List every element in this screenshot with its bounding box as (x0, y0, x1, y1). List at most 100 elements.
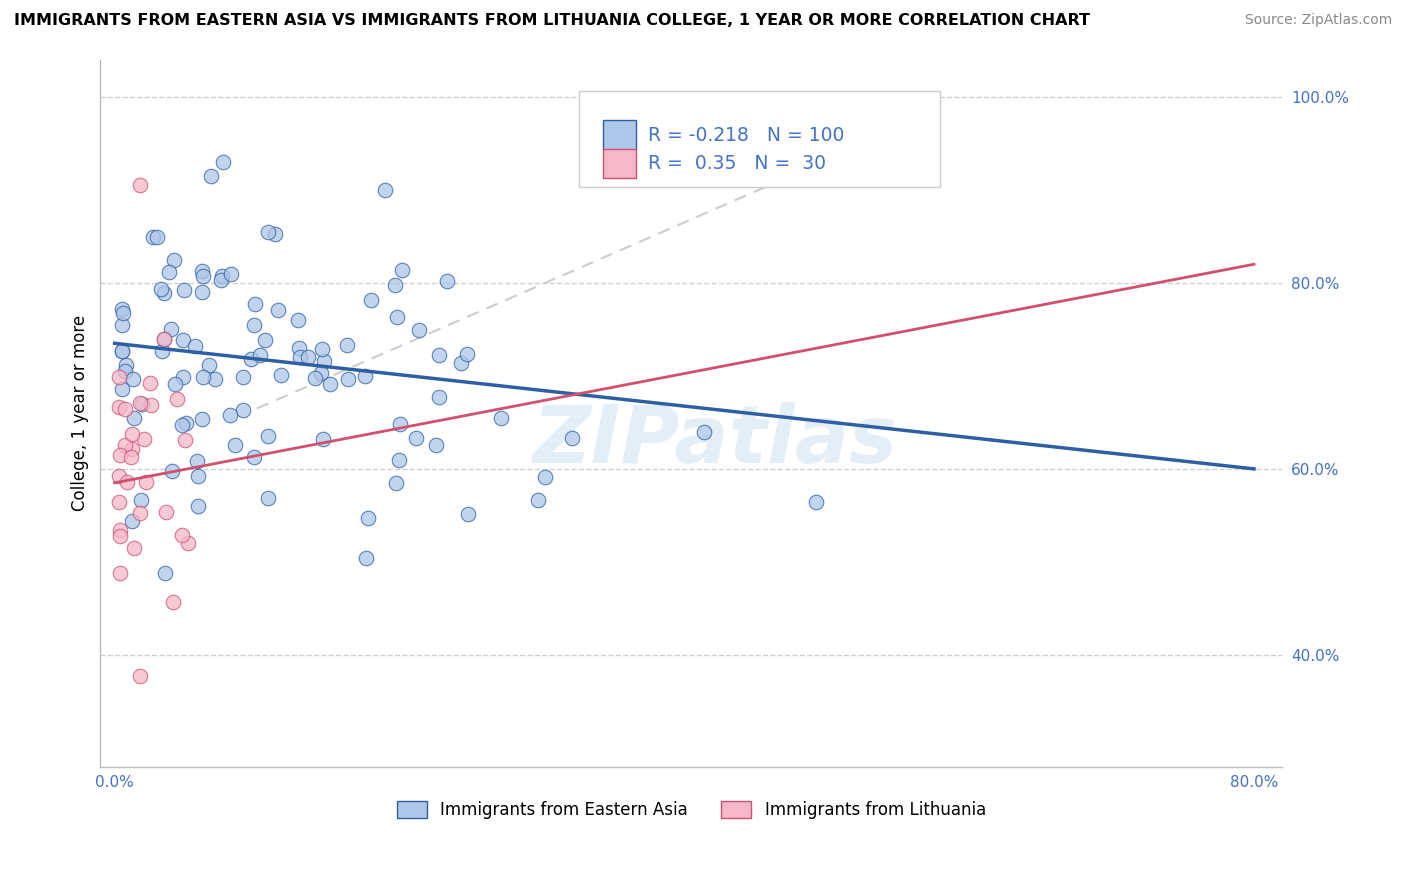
Point (319, 376, 342, 391)
Text: R =  0.35   N =  30: R = 0.35 N = 30 (648, 154, 825, 173)
Point (804, 494, 827, 508)
Point (170, 418, 193, 433)
Point (491, 411, 513, 425)
Point (264, 227, 287, 241)
Point (128, 396, 150, 410)
Point (122, 410, 145, 425)
Point (224, 438, 246, 452)
Point (121, 426, 143, 441)
Point (177, 536, 200, 550)
Point (311, 342, 333, 356)
Point (111, 306, 134, 320)
Point (232, 403, 254, 417)
Point (526, 493, 548, 508)
Point (129, 668, 152, 682)
Point (162, 595, 184, 609)
Point (288, 341, 311, 355)
Point (114, 364, 136, 378)
Point (408, 323, 430, 337)
Point (309, 366, 332, 380)
Bar (603, 149, 636, 178)
Point (150, 282, 173, 296)
Point (111, 382, 134, 396)
Point (187, 468, 209, 483)
Point (131, 397, 153, 411)
Text: IMMIGRANTS FROM EASTERN ASIA VS IMMIGRANTS FROM LITHUANIA COLLEGE, 1 YEAR OR MOR: IMMIGRANTS FROM EASTERN ASIA VS IMMIGRAN… (14, 13, 1090, 29)
Text: Source: ZipAtlas.com: Source: ZipAtlas.com (1244, 13, 1392, 28)
Point (257, 429, 280, 443)
Point (219, 267, 242, 281)
Point (114, 358, 136, 372)
Point (121, 514, 143, 528)
Point (249, 348, 271, 362)
Point (110, 566, 132, 580)
Point (391, 263, 413, 277)
Point (191, 264, 214, 278)
Point (153, 332, 176, 346)
Point (256, 225, 278, 239)
Point (184, 339, 207, 353)
Point (384, 278, 406, 293)
Point (427, 390, 450, 404)
Point (267, 303, 290, 318)
Point (270, 368, 292, 383)
Point (114, 438, 136, 452)
Point (108, 401, 131, 415)
Point (129, 178, 152, 193)
Point (211, 268, 233, 283)
Point (200, 169, 222, 183)
Point (312, 432, 335, 446)
Point (429, 348, 451, 362)
Point (111, 343, 134, 358)
Point (108, 468, 131, 483)
Point (186, 454, 208, 468)
Point (243, 318, 266, 333)
Bar (603, 120, 636, 150)
Point (450, 356, 472, 370)
Point (121, 442, 143, 457)
Point (456, 347, 478, 361)
Point (111, 318, 134, 332)
Point (163, 253, 186, 268)
Point (336, 338, 359, 352)
Point (111, 343, 134, 358)
Point (304, 371, 326, 385)
Point (155, 505, 177, 519)
Point (122, 541, 145, 555)
Point (232, 370, 254, 384)
Point (174, 416, 197, 430)
Point (253, 333, 276, 347)
Point (197, 358, 219, 372)
Point (191, 285, 214, 299)
Legend: Immigrants from Eastern Asia, Immigrants from Lithuania: Immigrants from Eastern Asia, Immigrants… (391, 794, 993, 825)
Point (218, 408, 240, 422)
Y-axis label: College, 1 year or more: College, 1 year or more (72, 315, 89, 511)
Point (139, 376, 162, 390)
Point (152, 343, 174, 358)
Point (388, 417, 411, 432)
Text: ZIPatlas: ZIPatlas (533, 402, 897, 481)
Point (110, 448, 132, 462)
Point (108, 495, 131, 509)
Point (243, 297, 266, 311)
Point (108, 369, 131, 384)
Point (139, 398, 162, 412)
Point (312, 354, 335, 368)
Point (173, 283, 195, 297)
Point (354, 551, 377, 566)
Point (212, 155, 235, 169)
Point (165, 377, 187, 392)
Point (172, 333, 194, 347)
Point (129, 506, 152, 520)
Point (353, 368, 375, 383)
Point (385, 310, 408, 324)
Point (115, 475, 138, 489)
Point (153, 332, 176, 346)
Point (191, 269, 214, 284)
Point (288, 350, 311, 364)
Point (243, 450, 266, 465)
Point (114, 401, 136, 416)
Point (209, 273, 232, 287)
Point (191, 370, 214, 384)
Point (159, 322, 181, 336)
